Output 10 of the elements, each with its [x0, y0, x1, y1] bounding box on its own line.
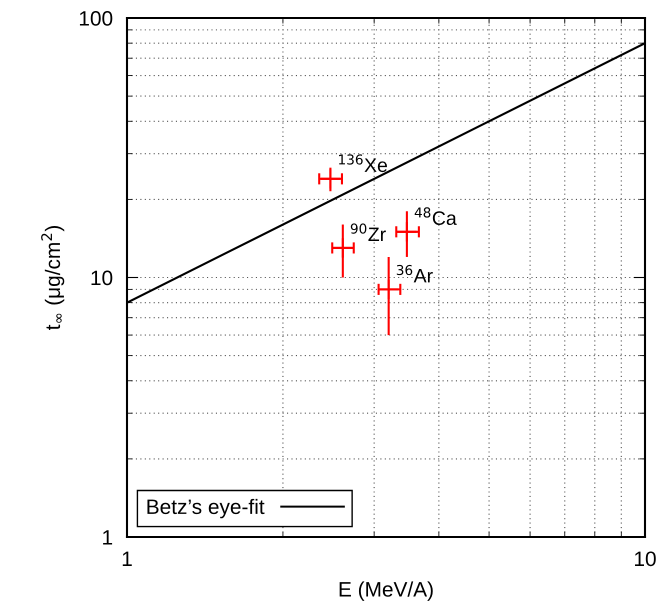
annotation: $^{90}$Zr	[350, 223, 386, 241]
y-axis-title: t$_{∞}$ (μg/cm$^{2}$)	[41, 226, 64, 330]
annotation: $^{136}$Xe	[339, 154, 387, 172]
y-tick-label: 1	[103, 530, 112, 545]
x-axis-title: E (MeV/A)	[340, 581, 433, 601]
annotation: $^{36}$Ar	[396, 264, 433, 282]
annotation: $^{48}$Ca	[414, 207, 457, 226]
legend-label: Betz’s eye-fit	[147, 498, 264, 518]
y-tick-label: 100	[80, 11, 112, 26]
y-tick-label: 10	[92, 270, 112, 286]
